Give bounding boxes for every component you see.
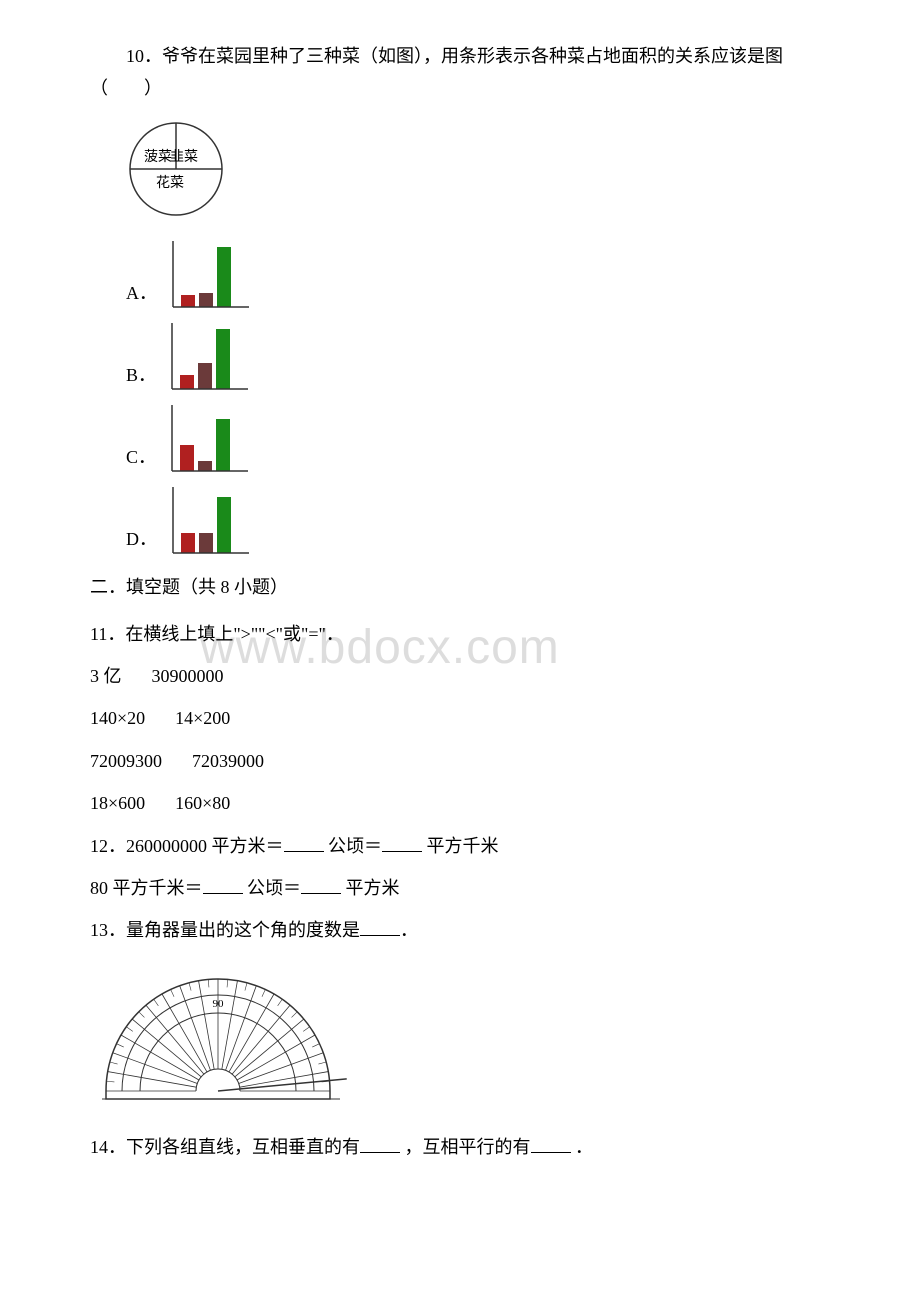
bar-chart-icon	[164, 403, 252, 475]
blank	[360, 1152, 400, 1153]
q14-stem: 14．下列各组直线，互相垂直的有 ，互相平行的有 ．	[90, 1131, 830, 1163]
q14-a: 14．下列各组直线，互相垂直的有	[90, 1137, 360, 1157]
q12-l1-a: 12．260000000 平方米＝	[90, 836, 284, 856]
q10-stem: 10．爷爷在菜园里种了三种菜（如图），用条形表示各种菜占地面积的关系应该是图（ …	[90, 40, 830, 105]
q11-stem: 11．在横线上填上">""<"或"="．	[90, 618, 830, 650]
q10-pie-chart: 菠菜韭菜花菜	[126, 121, 830, 227]
q11-left: 72009300	[90, 751, 162, 771]
q12-l2-c: 平方米	[346, 878, 400, 898]
option-label: A．	[126, 277, 157, 311]
bar-chart-icon	[165, 239, 253, 311]
q14-b: ，互相平行的有	[405, 1137, 531, 1157]
option-label: B．	[126, 359, 156, 393]
q11-right: 14×200	[175, 708, 230, 728]
blank	[301, 893, 341, 894]
q11-rows: 3 亿 30900000 140×20 14×200 72009300 72039000 1…	[90, 660, 830, 820]
pie-svg: 菠菜韭菜花菜	[126, 121, 226, 217]
svg-text:90: 90	[213, 998, 225, 1010]
blank	[203, 893, 243, 894]
option-label: C．	[126, 441, 156, 475]
q11-left: 140×20	[90, 708, 145, 728]
q11-row: 3 亿 30900000	[90, 660, 830, 692]
svg-text:韭菜: 韭菜	[170, 149, 198, 165]
protractor-figure: 90	[90, 959, 830, 1119]
section-2-title: 二．填空题（共 8 小题）	[90, 571, 830, 603]
q11-left: 3 亿	[90, 666, 122, 686]
q12-l2-b: 公顷＝	[247, 878, 301, 898]
chart-option-row: A．	[126, 239, 830, 311]
protractor-svg: 90	[90, 959, 350, 1109]
q12-l1-c: 平方千米	[427, 836, 499, 856]
q12-line2: 80 平方千米＝ 公顷＝ 平方米	[90, 872, 830, 904]
blank	[382, 851, 422, 852]
option-label: D．	[126, 523, 157, 557]
q11-right: 160×80	[175, 793, 230, 813]
q11-row: 18×600 160×80	[90, 787, 830, 819]
q11-right: 30900000	[152, 666, 224, 686]
q13-tail: ．	[400, 920, 418, 940]
chart-option-row: B．	[126, 321, 830, 393]
svg-text:菠菜: 菠菜	[144, 149, 172, 165]
q12-line1: 12．260000000 平方米＝ 公顷＝ 平方千米	[90, 830, 830, 862]
bar-chart-icon	[164, 321, 252, 393]
chart-option-row: D．	[126, 485, 830, 557]
page-content: 10．爷爷在菜园里种了三种菜（如图），用条形表示各种菜占地面积的关系应该是图（ …	[90, 40, 830, 1163]
q11-right: 72039000	[192, 751, 264, 771]
chart-option-row: C．	[126, 403, 830, 475]
svg-text:花菜: 花菜	[156, 175, 184, 191]
bar-chart-icon	[165, 485, 253, 557]
q10-options-container: A． B． C． D．	[90, 239, 830, 557]
q13-text: 13．量角器量出的这个角的度数是	[90, 920, 360, 940]
blank	[531, 1152, 571, 1153]
q13-stem: 13．量角器量出的这个角的度数是 ．	[90, 914, 830, 946]
blank	[360, 935, 400, 936]
q11-row: 72009300 72039000	[90, 745, 830, 777]
q11-row: 140×20 14×200	[90, 702, 830, 734]
blank	[284, 851, 324, 852]
q14-c: ．	[575, 1137, 593, 1157]
q11-left: 18×600	[90, 793, 145, 813]
q12-l1-b: 公顷＝	[328, 836, 382, 856]
q12-l2-a: 80 平方千米＝	[90, 878, 203, 898]
